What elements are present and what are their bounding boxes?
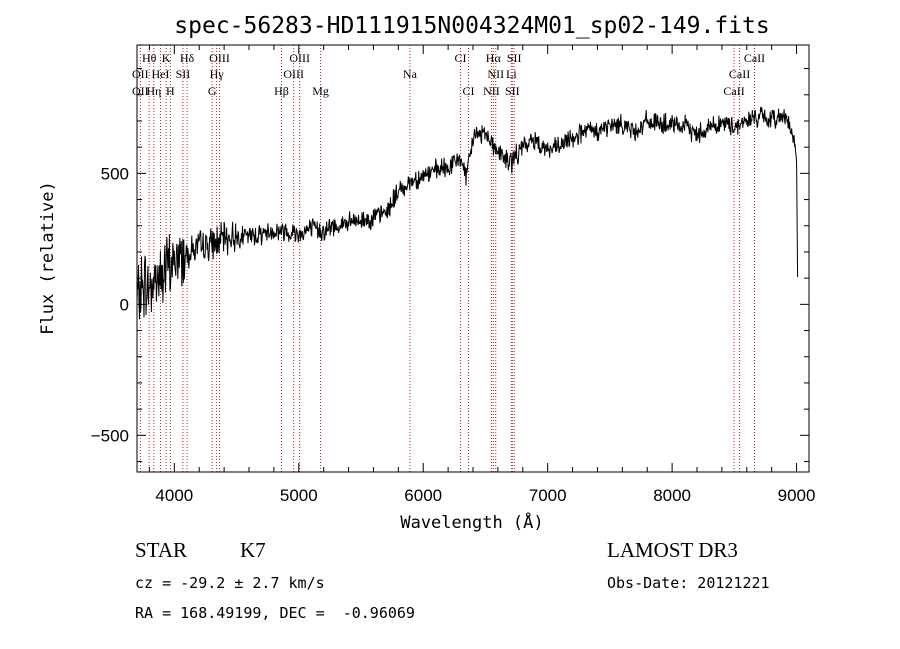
minor-ticks xyxy=(137,45,809,472)
x-tick-label-8000: 8000 xyxy=(653,486,691,505)
chart-title: spec-56283-HD111915N004324M01_sp02-149.f… xyxy=(174,13,769,39)
spectrum-line xyxy=(136,106,799,320)
feature-label-8: CaII xyxy=(744,51,765,65)
observation-date: Obs-Date: 20121221 xyxy=(607,574,770,592)
object-class: STAR xyxy=(135,538,187,562)
feature-label-7: SII xyxy=(507,51,522,65)
x-tick-label-7000: 7000 xyxy=(529,486,567,505)
survey-name: LAMOST DR3 xyxy=(607,538,738,562)
feature-label-6: Hα xyxy=(486,51,502,65)
feature-label-22: Hβ xyxy=(274,84,289,98)
feature-label-24: CI xyxy=(463,84,475,98)
feature-label-17: CaII xyxy=(729,67,750,81)
feature-label-27: CaII xyxy=(723,84,744,98)
feature-label-14: Na xyxy=(403,67,418,81)
feature-label-0: Hθ xyxy=(142,51,157,65)
y-tick-label-0: 0 xyxy=(120,295,129,314)
x-tick-label-4000: 4000 xyxy=(155,486,193,505)
plot-frame xyxy=(136,44,810,473)
feature-lines xyxy=(139,45,755,472)
y-tick-label-500: 500 xyxy=(101,164,129,183)
feature-label-19: Hη xyxy=(146,84,161,98)
x-tick-label-5000: 5000 xyxy=(280,486,318,505)
feature-label-18: OII xyxy=(132,84,149,98)
spectrum-chart: spec-56283-HD111915N004324M01_sp02-149.f… xyxy=(38,13,815,533)
y-tick-label--500: −500 xyxy=(91,426,129,445)
feature-label-2: Hδ xyxy=(180,51,195,65)
feature-label-21: G xyxy=(208,84,217,98)
feature-label-25: NII xyxy=(483,84,500,98)
y-axis: −500 0 500 xyxy=(91,164,809,445)
feature-label-12: Hγ xyxy=(210,67,225,81)
feature-label-16: Li xyxy=(506,67,517,81)
feature-label-3: OIII xyxy=(209,51,230,65)
feature-line-labels: Hθ K Hδ OIII OIII CI Hα SII CaII OII HeI SII Hγ OIII N… xyxy=(132,51,765,98)
redshift-cz: cz = -29.2 ± 2.7 km/s xyxy=(135,574,325,592)
feature-label-1: K xyxy=(162,51,171,65)
feature-label-15: NII xyxy=(487,67,504,81)
y-axis-label: Flux (relative) xyxy=(38,181,58,335)
feature-label-13: OIII xyxy=(283,67,304,81)
feature-label-9: OII xyxy=(132,67,149,81)
x-tick-label-9000: 9000 xyxy=(778,486,816,505)
object-subclass: K7 xyxy=(240,538,266,562)
feature-label-10: HeI xyxy=(152,67,170,81)
coordinates: RA = 168.49199, DEC = -0.96069 xyxy=(135,604,415,622)
x-tick-label-6000: 6000 xyxy=(404,486,442,505)
feature-label-20: H xyxy=(166,84,175,98)
feature-label-5: CI xyxy=(455,51,467,65)
feature-label-4: OIII xyxy=(289,51,310,65)
feature-label-11: SII xyxy=(176,67,191,81)
feature-label-23: Mg xyxy=(312,84,329,98)
feature-label-26: SII xyxy=(505,84,520,98)
x-axis: 4000 5000 6000 7000 8000 9000 xyxy=(155,45,815,505)
x-axis-label: Wavelength (Å) xyxy=(400,511,543,533)
